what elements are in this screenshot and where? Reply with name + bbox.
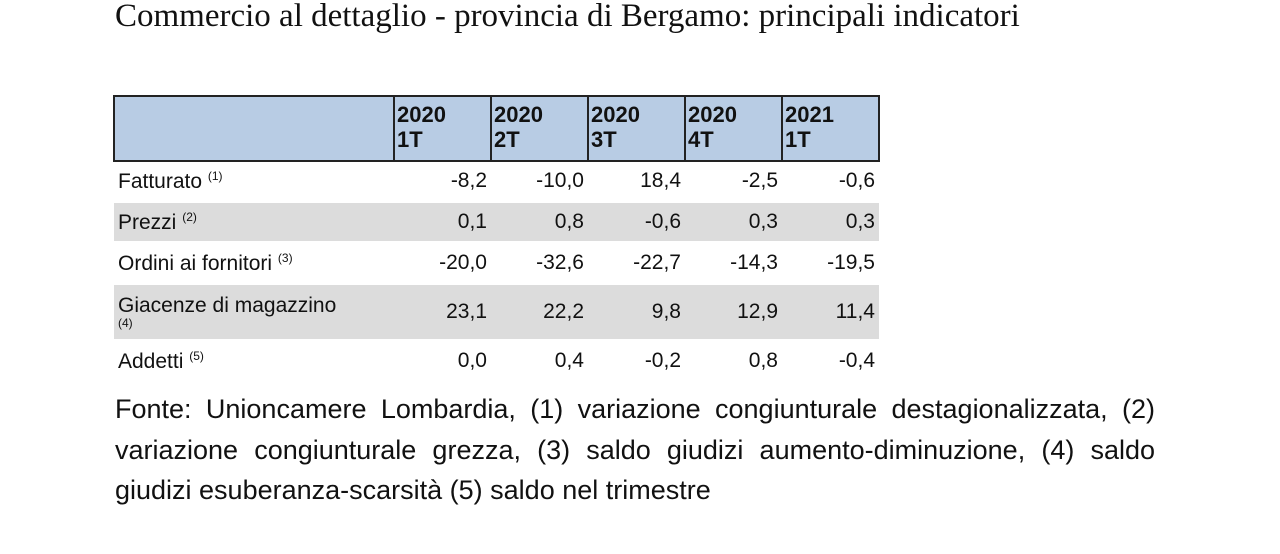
table-header-row: 2020 1T 2020 2T 2020 3T 2020 4T 2021 1T bbox=[113, 95, 880, 162]
value-cell: 11,4 bbox=[782, 282, 879, 341]
header-year: 2021 bbox=[785, 102, 834, 127]
row-label-cell: Giacenze di magazzino (4) bbox=[114, 282, 394, 341]
header-cell: 2020 3T bbox=[587, 95, 686, 162]
value-cell: 0,4 bbox=[491, 339, 588, 380]
header-blank-cell bbox=[113, 95, 395, 162]
row-note: (4) bbox=[118, 316, 133, 330]
row-label-cell: Prezzi (2) bbox=[114, 200, 394, 243]
header-quarter: 2T bbox=[494, 127, 520, 152]
row-label: Prezzi bbox=[118, 210, 177, 234]
value-cell: 0,8 bbox=[491, 200, 588, 243]
value-cell: -20,0 bbox=[394, 241, 491, 284]
value-cell: 22,2 bbox=[491, 282, 588, 341]
table-row: Fatturato (1) -8,2 -10,0 18,4 -2,5 -0,6 bbox=[114, 161, 879, 202]
row-label-cell: Ordini ai fornitori (3) bbox=[114, 241, 394, 284]
row-note: (1) bbox=[207, 168, 223, 183]
value-cell: 9,8 bbox=[588, 282, 685, 341]
value-cell: -14,3 bbox=[685, 241, 782, 284]
header-quarter: 3T bbox=[591, 127, 617, 152]
value-cell: 0,3 bbox=[685, 200, 782, 243]
row-label: Ordini ai fornitori bbox=[118, 251, 273, 275]
document-title: Commercio al dettaglio - provincia di Be… bbox=[115, 0, 1020, 34]
value-cell: -10,0 bbox=[536, 169, 584, 192]
header-cell: 2020 1T bbox=[393, 95, 492, 162]
value-cell: 12,9 bbox=[685, 282, 782, 341]
value-cell: -0,2 bbox=[588, 339, 685, 380]
value-cell: -19,5 bbox=[782, 241, 879, 284]
value-cell: -32,6 bbox=[491, 241, 588, 284]
value-cell: -0,4 bbox=[782, 339, 879, 380]
header-cell: 2021 1T bbox=[781, 95, 880, 162]
value-cell: 0,8 bbox=[685, 339, 782, 380]
header-quarter: 4T bbox=[688, 127, 714, 152]
row-note: (3) bbox=[277, 250, 293, 265]
source-footnote: Fonte: Unioncamere Lombardia, (1) variaz… bbox=[115, 394, 1155, 505]
value-cell: -0,6 bbox=[838, 169, 875, 192]
table-row: Giacenze di magazzino (4) 23,1 22,2 9,8 12,9 1… bbox=[114, 282, 879, 341]
value-cell: 0,0 bbox=[394, 339, 491, 380]
row-note: (5) bbox=[189, 348, 204, 363]
row-label: Giacenze di magazzino bbox=[118, 294, 337, 317]
table-row: Ordini ai fornitori (3) -20,0 -32,6 -22,7 -1… bbox=[114, 241, 879, 284]
header-year: 2020 bbox=[397, 102, 446, 127]
header-cell: 2020 4T bbox=[684, 95, 783, 162]
value-cell: 0,1 bbox=[394, 200, 491, 243]
header-cell: 2020 2T bbox=[490, 95, 589, 162]
value-cell: -0,6 bbox=[588, 200, 685, 243]
value-cell: -22,7 bbox=[588, 241, 685, 284]
row-label: Fatturato bbox=[118, 169, 203, 193]
value-cell: 23,1 bbox=[394, 282, 491, 341]
row-label-cell: Addetti (5) bbox=[114, 339, 394, 380]
value-cell: -2,5 bbox=[741, 169, 778, 192]
header-year: 2020 bbox=[591, 102, 640, 127]
header-year: 2020 bbox=[494, 102, 543, 127]
table-row: Prezzi (2) 0,1 0,8 -0,6 0,3 0,3 bbox=[114, 200, 879, 243]
row-label-cell: Fatturato (1) bbox=[114, 161, 394, 202]
table-row: Addetti (5) 0,0 0,4 -0,2 0,8 -0,4 bbox=[114, 339, 879, 380]
indicators-table: 2020 1T 2020 2T 2020 3T 2020 4T 2021 1T Fattu… bbox=[113, 95, 880, 380]
value-cell: -8,2 bbox=[450, 169, 487, 192]
header-quarter: 1T bbox=[785, 127, 811, 152]
header-year: 2020 bbox=[688, 102, 737, 127]
row-note: (2) bbox=[182, 209, 197, 224]
header-quarter: 1T bbox=[397, 127, 423, 152]
row-label: Addetti bbox=[118, 349, 184, 373]
value-cell: 18,4 bbox=[640, 169, 681, 192]
value-cell: 0,3 bbox=[782, 200, 879, 243]
